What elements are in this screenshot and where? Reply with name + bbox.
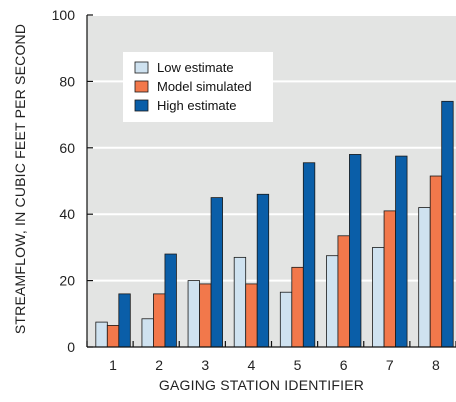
x-tick-label: 3: [201, 357, 209, 373]
bar: [429, 175, 443, 348]
legend-label-model: Model simulated: [157, 79, 252, 94]
legend-label-high: High estimate: [157, 98, 236, 113]
bar: [256, 193, 270, 348]
y-tick-label: 100: [52, 7, 76, 23]
bar: [141, 318, 154, 348]
y-tick-label: 80: [59, 73, 75, 89]
bar: [291, 266, 304, 348]
x-tick-label: 1: [109, 357, 117, 373]
bar: [383, 210, 396, 348]
x-tick-label: 7: [386, 357, 394, 373]
bar: [302, 162, 316, 348]
legend-item-low: Low estimate: [134, 60, 234, 75]
bar: [326, 255, 339, 348]
bar: [233, 256, 247, 348]
bar: [441, 100, 454, 348]
bar: [395, 155, 408, 348]
bar: [372, 246, 385, 348]
x-tick-label: 8: [432, 357, 440, 373]
y-tick-label: 60: [59, 140, 75, 156]
legend-swatch-high: [134, 99, 149, 112]
bar: [153, 293, 166, 348]
y-axis-title: STREAMFLOW, IN CUBIC FEET PER SECOND: [12, 24, 28, 334]
legend-swatch-model: [134, 80, 149, 93]
bar: [106, 325, 120, 348]
bar: [337, 235, 350, 348]
bar: [164, 253, 177, 348]
bar: [210, 197, 223, 348]
bar: [245, 283, 258, 348]
x-axis-title: GAGING STATION IDENTIFIER: [159, 377, 364, 393]
legend-label-low: Low estimate: [157, 60, 234, 75]
legend: Low estimate Model simulated High estima…: [123, 52, 273, 122]
bar: [418, 207, 431, 348]
legend-item-model: Model simulated: [134, 79, 252, 94]
x-tick-label: 2: [155, 357, 163, 373]
y-tick-label: 40: [59, 206, 75, 222]
y-tick-label: 0: [67, 339, 75, 355]
x-tick-label: 6: [340, 357, 348, 373]
bar: [95, 321, 108, 348]
x-tick-label: 5: [294, 357, 302, 373]
y-tick-label: 20: [59, 273, 75, 289]
bar: [199, 283, 212, 348]
legend-swatch-low: [134, 61, 149, 74]
bar: [118, 293, 131, 348]
bar: [279, 291, 293, 348]
bar: [349, 154, 362, 348]
tick-labels: 0 20 40 60 80 100 1 2 3 4 5 6 7 8: [52, 7, 440, 373]
axes: [86, 14, 456, 348]
x-tick-label: 4: [248, 357, 256, 373]
legend-item-high: High estimate: [134, 98, 236, 113]
bar: [187, 280, 200, 348]
